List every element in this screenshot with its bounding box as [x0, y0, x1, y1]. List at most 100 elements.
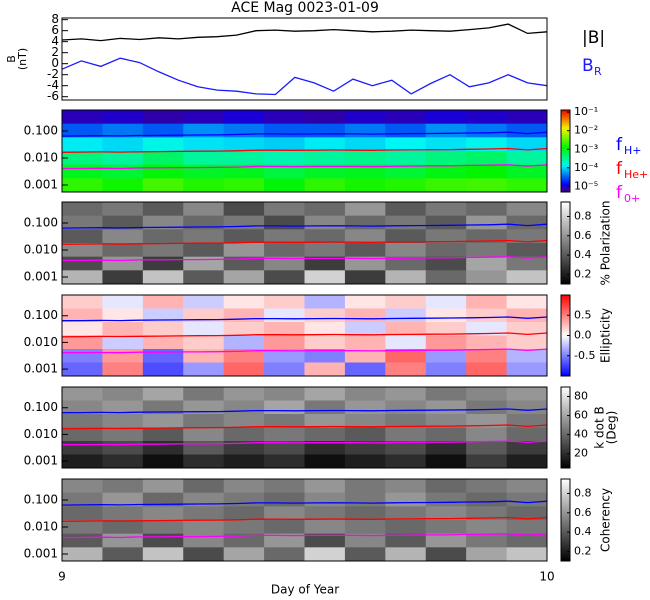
colorbar-step [561, 395, 570, 398]
colorbar-step [561, 351, 570, 355]
colorbar-step [561, 511, 570, 515]
heatmap-cell [142, 322, 184, 336]
heatmap-cell [344, 362, 386, 377]
heatmap-cell [62, 454, 103, 469]
heatmap-cell [223, 308, 265, 323]
colorbar-step [561, 443, 570, 447]
colorbar-step [561, 542, 570, 546]
heatmap-cell [264, 270, 305, 285]
heatmap-cell [304, 547, 346, 562]
colorbar-step [561, 155, 570, 158]
heatmap-cell [385, 441, 427, 455]
colorbar-step [561, 359, 570, 363]
heatmap-cell [264, 137, 305, 152]
heatmap-cell [425, 414, 467, 428]
colorbar-step [561, 415, 570, 418]
heatmap-cell [264, 164, 305, 179]
heatmap-cell [223, 492, 265, 507]
colorbar-step [561, 495, 570, 498]
frequency-line [61, 147, 548, 153]
heatmap-cell [466, 151, 508, 166]
y-tick-label: 6 [51, 23, 59, 37]
heatmap-cell [466, 243, 508, 258]
heatmap-cell [102, 229, 144, 244]
y-axis-title: B [5, 55, 18, 63]
colorbar-step [561, 445, 570, 449]
colorbar-step [561, 173, 570, 177]
heatmap-cell [102, 123, 144, 138]
heatmap-cell [466, 400, 508, 415]
heatmap-cell [102, 270, 144, 285]
heatmap-cell [142, 479, 184, 494]
heatmap-cell [385, 362, 427, 377]
heatmap-cell [466, 295, 508, 309]
heatmap-cell [506, 308, 548, 323]
colorbar-tick-label: 0.6 [574, 229, 592, 242]
heatmap-cell [223, 322, 265, 336]
colorbar-step [561, 325, 570, 328]
heatmap-cell [62, 215, 103, 230]
heatmap-cell [344, 215, 386, 230]
y-tick-label: 0.100 [24, 400, 58, 414]
heatmap-cell [62, 427, 103, 442]
heatmap-cell [264, 202, 305, 217]
colorbar-tick-label: 0.4 [574, 525, 592, 538]
heatmap-cell [102, 322, 144, 336]
heatmap-cell [344, 243, 386, 258]
heatmap-cell [223, 479, 265, 494]
heatmap-cell [506, 349, 548, 363]
heatmap-cell [223, 137, 265, 152]
heatmap-cell [183, 137, 225, 152]
heatmap-cell [264, 427, 305, 442]
heatmap-cell [506, 533, 548, 548]
heatmap-cell [506, 492, 548, 507]
colorbar-step [561, 247, 570, 250]
heatmap-cell [142, 362, 184, 377]
heatmap-cell [385, 151, 427, 166]
colorbar-step [561, 331, 570, 334]
colorbar-step [561, 429, 570, 433]
colorbar-step [561, 503, 570, 507]
colorbar-step [561, 513, 570, 517]
colorbar-step [561, 116, 570, 119]
frequency-line [61, 239, 548, 245]
heatmap-cell [183, 229, 225, 244]
colorbar-step [561, 534, 570, 537]
colorbar-step [561, 391, 570, 394]
heatmap-cell [344, 202, 386, 217]
heatmap-cell [506, 137, 548, 152]
colorbar-step [561, 253, 570, 256]
heatmap-cell [264, 520, 305, 535]
heatmap-cell [304, 151, 346, 166]
heatmap-cell [344, 520, 386, 535]
colorbar-tick-label: 0.6 [574, 506, 592, 519]
colorbar-step [561, 449, 570, 453]
heatmap-cell [425, 533, 467, 548]
colorbar-step [561, 401, 570, 404]
colorbar-tick-label: 0.4 [574, 248, 592, 261]
heatmap-cell [425, 164, 467, 179]
heatmap-cell [223, 110, 265, 125]
colorbar-step [561, 261, 570, 264]
heatmap-cell [102, 506, 144, 521]
colorbar-step [561, 397, 570, 400]
heatmap-cell [466, 202, 508, 217]
colorbar-frame [560, 109, 571, 193]
colorbar-step [561, 148, 570, 152]
heatmap-cell [385, 308, 427, 323]
colorbar-tick-label: -0.5 [574, 349, 595, 362]
heatmap-cell [425, 335, 467, 350]
heatmap-cell [62, 243, 103, 258]
colorbar-step [561, 489, 570, 492]
colorbar-step [561, 522, 570, 525]
colorbar-step [561, 267, 570, 271]
heatmap-cell [102, 547, 144, 562]
colorbar-step [561, 122, 570, 125]
colorbar-step [561, 299, 570, 302]
heatmap-cell [62, 151, 103, 166]
colorbar-step [561, 363, 570, 367]
colorbar-step [561, 481, 570, 484]
colorbar-step [561, 189, 570, 193]
heatmap-cell [142, 256, 184, 271]
colorbar-step [561, 163, 570, 166]
